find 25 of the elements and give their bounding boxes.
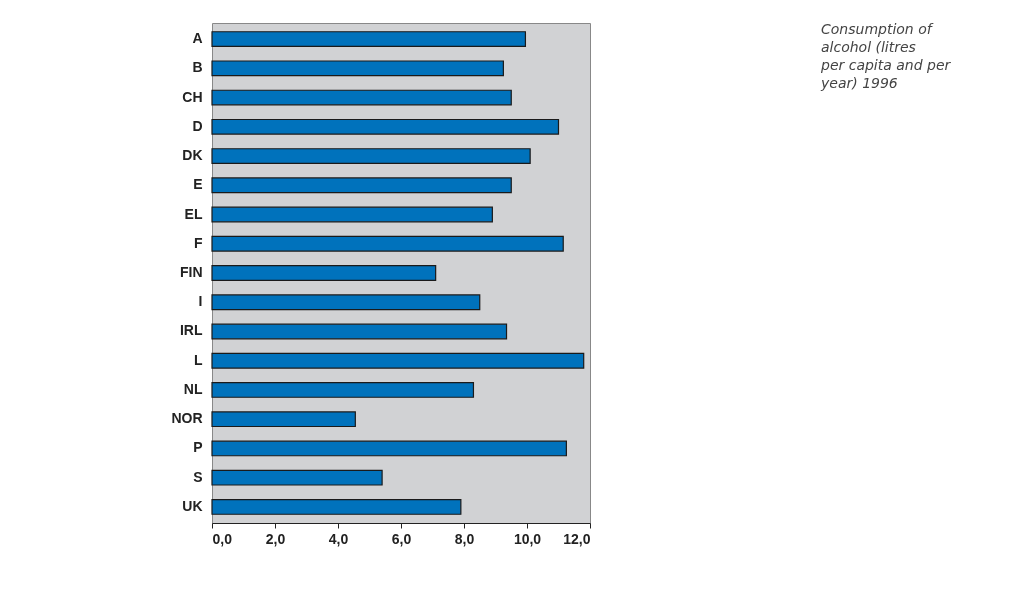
y-tick-label: UK	[182, 497, 203, 514]
y-tick-label: F	[193, 234, 203, 251]
x-tick-label: 10,0	[513, 530, 542, 547]
x-tick-label: 2,0	[265, 530, 286, 547]
y-tick-label: E	[193, 176, 203, 193]
y-tick-label: S	[193, 468, 203, 485]
y-tick-label: IRL	[179, 322, 203, 339]
y-tick-label: A	[192, 30, 203, 47]
y-tick-label: EL	[184, 205, 203, 222]
x-tick-label: 4,0	[328, 530, 349, 547]
x-tick-label: 6,0	[391, 530, 412, 547]
x-tick-label: 8,0	[454, 530, 475, 547]
y-tick-label: B	[192, 59, 203, 76]
y-tick-label: L	[193, 351, 203, 368]
y-tick-label: D	[192, 117, 203, 134]
y-tick-label: CH	[182, 88, 203, 105]
x-tick-label: 0,0	[212, 530, 233, 547]
text: Consumption of alcohol (litres per capita and per year) 1996	[820, 21, 952, 91]
y-tick-label: P	[193, 439, 203, 456]
y-tick-label: FIN	[179, 264, 203, 280]
y-tick-label: NL	[183, 380, 203, 397]
x-tick-label: 12,0	[563, 530, 591, 547]
y-tick-label: DK	[182, 147, 203, 164]
y-tick-label: I	[198, 293, 203, 310]
y-tick-label: NOR	[171, 410, 203, 427]
